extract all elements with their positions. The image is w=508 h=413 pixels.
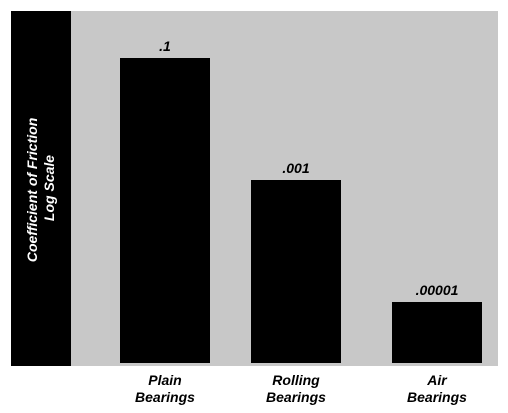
bar-0 — [120, 58, 210, 363]
category-label-1-line-1: Bearings — [266, 389, 326, 405]
category-label-1-line-0: Rolling — [272, 372, 320, 388]
y-axis-label: Coefficient of Friction Log Scale — [24, 114, 57, 262]
data-label-0: .1 — [159, 38, 171, 54]
y-axis-label-line-2: Log Scale — [41, 155, 57, 221]
bar-2 — [392, 302, 482, 363]
category-label-2-line-0: Air — [426, 372, 448, 388]
data-labels-group: .1 .001 .00001 — [159, 38, 458, 298]
bar-1 — [251, 180, 341, 363]
axis-panel — [11, 11, 71, 366]
data-label-2: .00001 — [416, 282, 459, 298]
y-axis-label-line-1: Coefficient of Friction — [24, 118, 40, 262]
data-label-1: .001 — [282, 160, 309, 176]
category-label-2-line-1: Bearings — [407, 389, 467, 405]
category-label-0-line-1: Bearings — [135, 389, 195, 405]
bars-group — [120, 58, 482, 363]
category-label-0-line-0: Plain — [148, 372, 181, 388]
